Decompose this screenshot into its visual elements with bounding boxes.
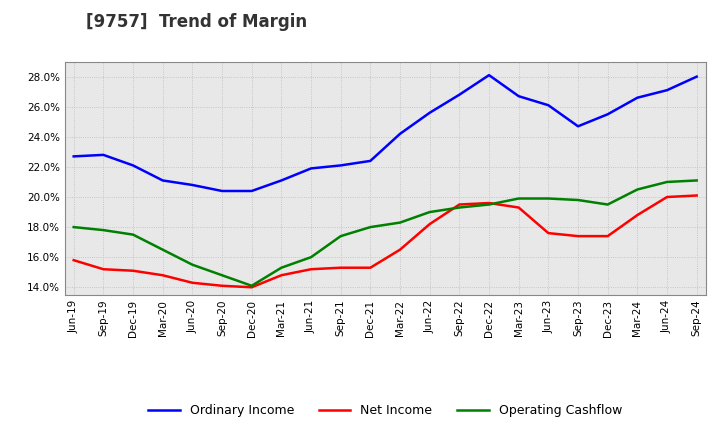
Net Income <box>248 285 256 290</box>
Net Income <box>426 221 434 227</box>
Net Income <box>544 231 553 236</box>
Operating Cashflow <box>693 178 701 183</box>
Ordinary Income <box>455 92 464 97</box>
Ordinary Income <box>514 94 523 99</box>
Operating Cashflow <box>307 255 315 260</box>
Operating Cashflow <box>129 232 138 237</box>
Ordinary Income <box>633 95 642 100</box>
Ordinary Income <box>574 124 582 129</box>
Ordinary Income <box>217 188 226 194</box>
Net Income <box>217 283 226 288</box>
Line: Operating Cashflow: Operating Cashflow <box>73 180 697 286</box>
Operating Cashflow <box>544 196 553 201</box>
Ordinary Income <box>69 154 78 159</box>
Ordinary Income <box>485 73 493 78</box>
Net Income <box>129 268 138 273</box>
Ordinary Income <box>188 182 197 187</box>
Net Income <box>366 265 374 270</box>
Net Income <box>514 205 523 210</box>
Operating Cashflow <box>99 227 108 233</box>
Operating Cashflow <box>485 202 493 207</box>
Operating Cashflow <box>574 198 582 203</box>
Operating Cashflow <box>426 209 434 215</box>
Line: Net Income: Net Income <box>73 195 697 287</box>
Ordinary Income <box>99 152 108 158</box>
Ordinary Income <box>366 158 374 164</box>
Ordinary Income <box>396 131 405 136</box>
Operating Cashflow <box>455 205 464 210</box>
Operating Cashflow <box>188 262 197 268</box>
Net Income <box>277 273 286 278</box>
Net Income <box>574 234 582 239</box>
Ordinary Income <box>248 188 256 194</box>
Operating Cashflow <box>277 265 286 270</box>
Text: [9757]  Trend of Margin: [9757] Trend of Margin <box>86 13 307 31</box>
Operating Cashflow <box>336 234 345 239</box>
Net Income <box>188 280 197 286</box>
Line: Ordinary Income: Ordinary Income <box>73 75 697 191</box>
Net Income <box>307 267 315 272</box>
Net Income <box>485 200 493 205</box>
Operating Cashflow <box>396 220 405 225</box>
Net Income <box>396 247 405 252</box>
Legend: Ordinary Income, Net Income, Operating Cashflow: Ordinary Income, Net Income, Operating C… <box>143 399 627 422</box>
Operating Cashflow <box>603 202 612 207</box>
Operating Cashflow <box>217 273 226 278</box>
Operating Cashflow <box>158 247 167 252</box>
Operating Cashflow <box>662 180 671 185</box>
Ordinary Income <box>158 178 167 183</box>
Ordinary Income <box>307 166 315 171</box>
Ordinary Income <box>129 163 138 168</box>
Operating Cashflow <box>514 196 523 201</box>
Ordinary Income <box>693 74 701 79</box>
Ordinary Income <box>544 103 553 108</box>
Net Income <box>693 193 701 198</box>
Ordinary Income <box>277 178 286 183</box>
Ordinary Income <box>603 112 612 117</box>
Ordinary Income <box>426 110 434 115</box>
Ordinary Income <box>336 163 345 168</box>
Operating Cashflow <box>69 224 78 230</box>
Net Income <box>336 265 345 270</box>
Net Income <box>158 273 167 278</box>
Ordinary Income <box>662 88 671 93</box>
Net Income <box>99 267 108 272</box>
Net Income <box>455 202 464 207</box>
Operating Cashflow <box>633 187 642 192</box>
Net Income <box>633 213 642 218</box>
Operating Cashflow <box>366 224 374 230</box>
Operating Cashflow <box>248 283 256 288</box>
Net Income <box>662 194 671 200</box>
Net Income <box>603 234 612 239</box>
Net Income <box>69 257 78 263</box>
